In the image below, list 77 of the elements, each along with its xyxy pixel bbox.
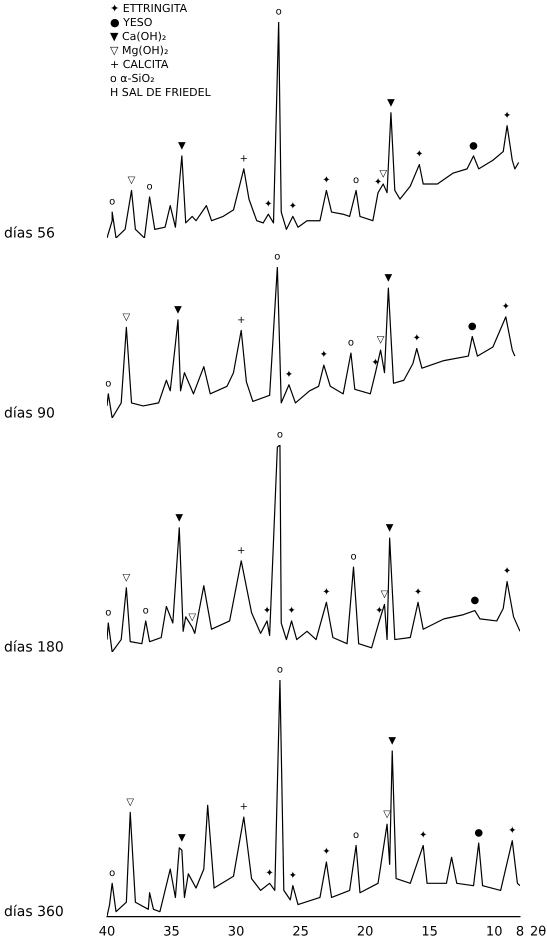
annotation: ▽ [126,796,134,808]
annotation: + [237,315,246,326]
annotation: ✦ [264,198,273,210]
annotation: ● [469,140,478,152]
annotation: o [142,606,149,617]
text: días 90 [4,406,55,422]
annotation: ▽ [128,175,136,186]
annotation: ✦ [412,333,421,344]
annotation: o [276,430,284,441]
annotation: o [146,182,153,193]
x-tick-label: 8 [516,924,524,940]
annotation: ▽ [122,312,131,323]
annotation: o [276,6,282,18]
x-tick-label: 20 [356,924,374,940]
annotation: ✦ [287,606,296,617]
annotation: + [240,153,248,164]
annotation: ▼ [386,522,394,534]
annotation: ▼ [388,736,396,747]
annotation: ▼ [178,140,186,152]
annotation: o [276,664,284,676]
annotation: ✦ [508,825,516,836]
annotation: ✦ [415,149,424,160]
x-axis-title: 2θ [530,924,546,940]
annotation: o [353,175,360,186]
annotation: ▼ [384,272,393,284]
x-tick-label: 10 [486,924,502,940]
x-tick-label: 35 [163,924,180,940]
annotation: o [350,552,357,563]
annotation: ✦ [502,301,510,312]
annotation: o [274,252,280,263]
annotation: ✦ [320,350,328,361]
annotation: ✦ [502,566,512,578]
annotation: ✦ [374,177,382,188]
annotation: ✦ [419,830,428,842]
annotation: ✦ [288,200,298,212]
annotation: ✦ [322,586,331,598]
annotation: ✦ [322,846,331,858]
annotation: ✦ [288,870,298,882]
annotation: o [105,378,112,390]
annotation: ✦ [375,606,384,617]
x-tick-label: 15 [421,924,438,940]
x-tick-label: 30 [228,924,244,940]
annotation: ▼ [174,304,182,316]
annotation: o [348,338,354,349]
annotation: o [109,196,116,208]
x-tick-label: 40 [98,924,116,940]
annotation: ✦ [322,175,331,186]
annotation: ✦ [265,868,274,879]
annotation: ▼ [178,832,186,844]
annotation: ● [474,828,484,839]
annotation: ▽ [122,572,131,584]
annotation: + [237,546,246,557]
annotation: H SAL DE FRIEDEL [110,86,211,100]
text: días 180 [4,640,64,656]
annotation: ✦ [502,110,512,122]
x-tick-label: 25 [292,924,309,940]
annotation: ▼ [175,512,184,524]
annotation: ● YESO [110,16,154,30]
text: días 360 [4,904,64,920]
annotation: ✦ [414,586,422,598]
annotation: + [240,802,248,813]
annotation: ▽ [379,168,388,180]
annotation: ▽ [188,612,196,623]
annotation: ▼ [387,97,396,108]
annotation: ▽ [376,334,385,346]
annotation: + CALCITA [110,58,170,72]
text: días 56 [4,226,56,242]
annotation: ▽ Mg(OH)₂ [110,44,170,58]
annotation: ● [470,595,480,606]
annotation: o [105,608,112,619]
annotation: ✦ [284,369,294,380]
annotation: o α-SiO₂ [110,72,156,86]
annotation: ▼ Ca(OH)₂ [110,30,168,44]
annotation: ● [468,321,477,332]
annotation: o [353,830,360,842]
text: ✦ ETTRINGITA [110,2,188,16]
annotation: o [109,868,116,879]
